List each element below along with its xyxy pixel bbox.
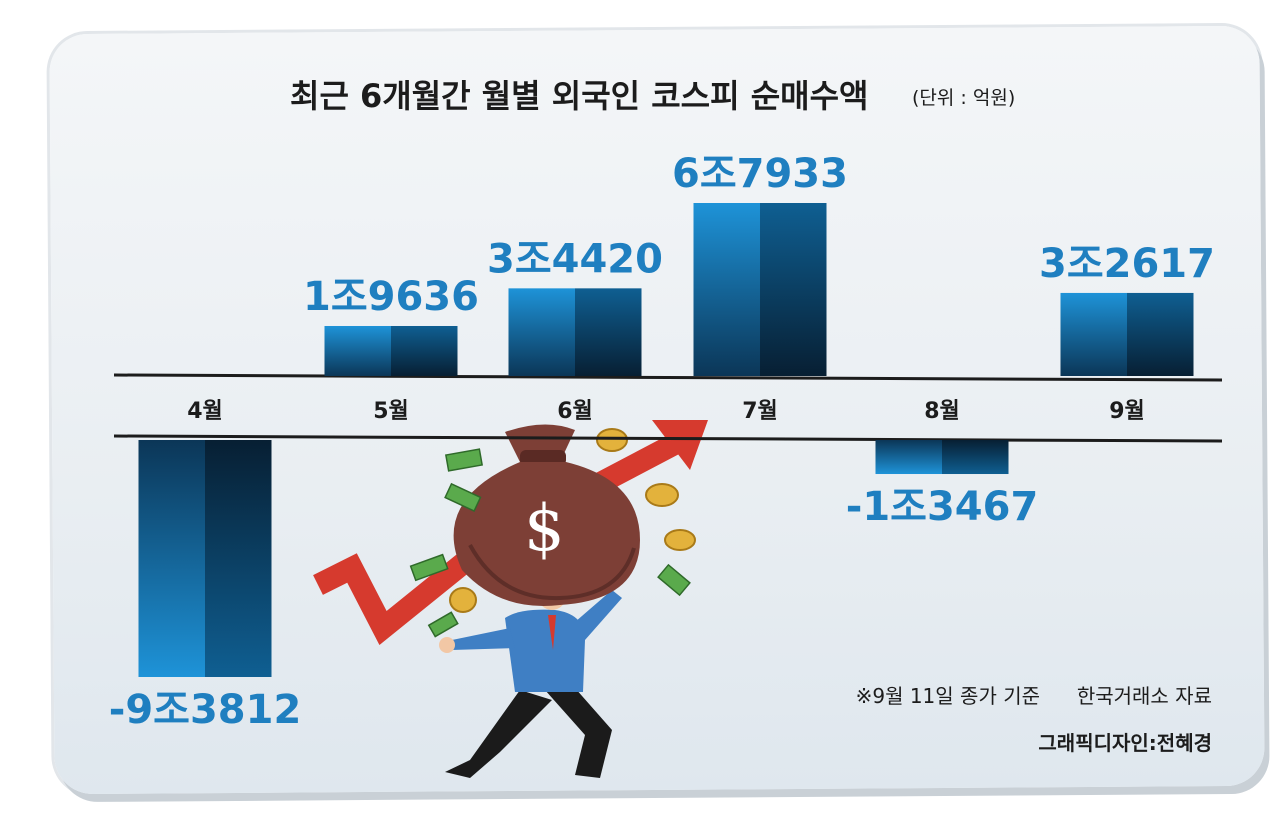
value-label-4: 6조7933 bbox=[672, 151, 848, 197]
axis-line-upper bbox=[113, 373, 1223, 382]
money-bag-icon bbox=[453, 424, 640, 606]
banknote-icon bbox=[409, 448, 691, 638]
bar-6-left-face bbox=[1060, 292, 1127, 376]
bar-5 bbox=[875, 440, 1009, 475]
bar-4 bbox=[693, 203, 827, 376]
value-label-2: 1조9636 bbox=[303, 274, 479, 320]
bar-6 bbox=[1060, 292, 1194, 376]
value-label-3: 3조4420 bbox=[487, 236, 663, 282]
tick-label-3: 6월 bbox=[557, 399, 593, 424]
bar-5-right-face bbox=[942, 440, 1009, 475]
tick-label-1: 4월 bbox=[187, 399, 223, 424]
bar-2-left-face bbox=[324, 325, 391, 376]
coin-icon bbox=[449, 428, 696, 613]
chart-unit: (단위 : 억원) bbox=[912, 87, 1015, 109]
dollar-sign-icon: $ bbox=[524, 492, 565, 566]
bar-1 bbox=[138, 440, 272, 677]
footnote: ※9월 11일 종가 기준 bbox=[856, 684, 1040, 708]
value-label-1: -9조3812 bbox=[109, 687, 302, 733]
bar-3 bbox=[508, 288, 642, 376]
axis-line-lower bbox=[113, 434, 1223, 443]
illustration: $ bbox=[313, 420, 708, 778]
chart-title: 최근 6개월간 월별 외국인 코스피 순매수액 bbox=[290, 77, 868, 115]
bar-2 bbox=[324, 325, 458, 376]
bar-4-left-face bbox=[693, 203, 760, 376]
bar-6-right-face bbox=[1127, 292, 1194, 376]
bar-3-left-face bbox=[508, 288, 575, 376]
tick-label-2: 5월 bbox=[373, 399, 409, 424]
bar-3-right-face bbox=[575, 288, 642, 376]
credit-label: 그래픽디자인:전혜경 bbox=[1038, 731, 1212, 755]
tick-labels-group: 4월 5월 6월 7월 8월 9월 bbox=[187, 399, 1145, 424]
bar-2-right-face bbox=[391, 325, 458, 376]
tick-label-4: 7월 bbox=[742, 399, 778, 424]
tick-label-5: 8월 bbox=[924, 399, 960, 424]
bar-4-right-face bbox=[760, 203, 827, 376]
bars-group bbox=[138, 203, 1194, 677]
bar-1-right-face bbox=[205, 440, 272, 677]
tick-label-6: 9월 bbox=[1109, 399, 1145, 424]
value-label-6: 3조2617 bbox=[1039, 241, 1215, 287]
value-label-5: -1조3467 bbox=[846, 484, 1039, 530]
source-label: 한국거래소 자료 bbox=[1077, 684, 1212, 708]
bar-5-left-face bbox=[875, 440, 942, 475]
bar-1-left-face bbox=[138, 440, 205, 677]
